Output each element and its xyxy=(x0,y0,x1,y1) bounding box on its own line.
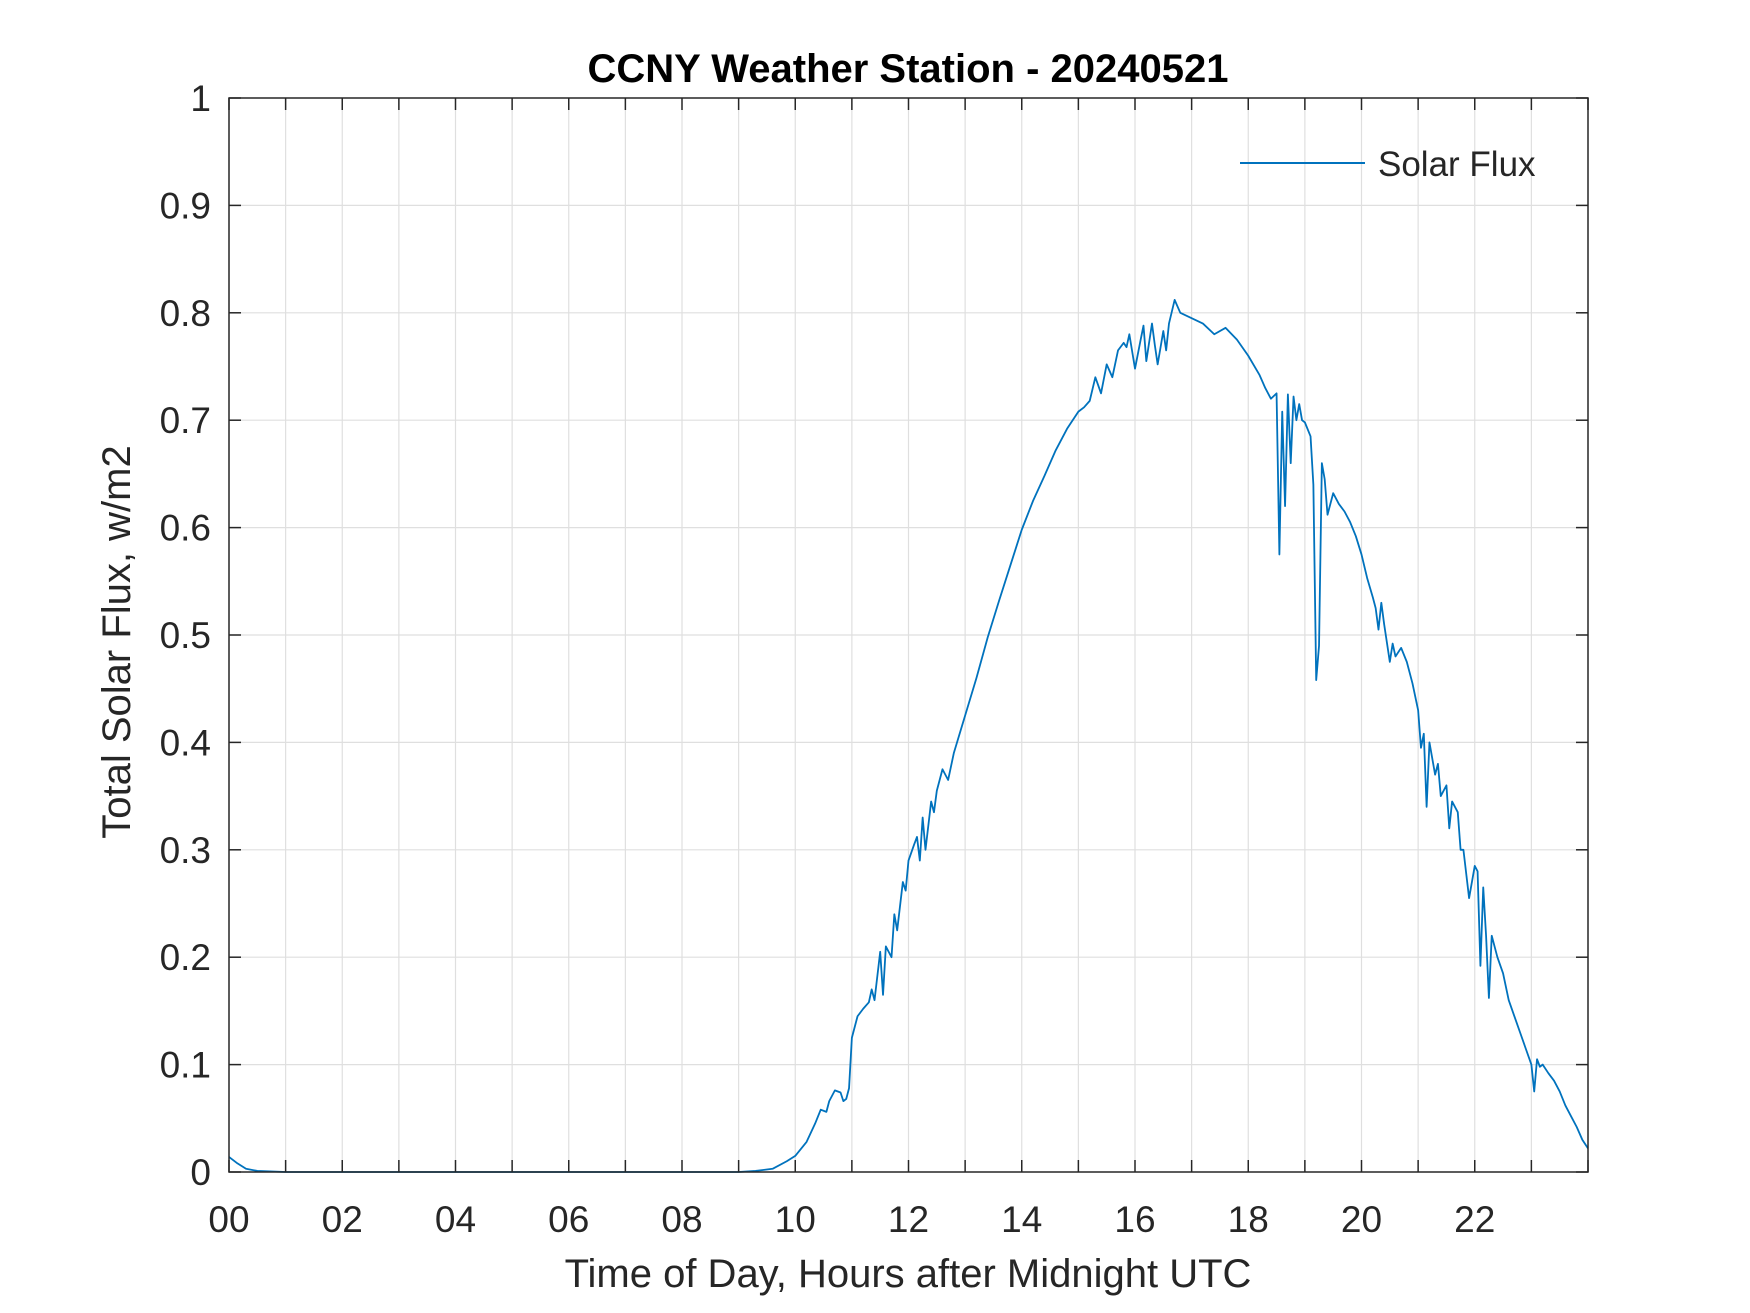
x-tick-label: 22 xyxy=(1454,1199,1495,1240)
y-tick-label: 0 xyxy=(190,1152,211,1193)
legend-label-solar-flux: Solar Flux xyxy=(1378,145,1536,184)
x-tick-label: 14 xyxy=(1001,1199,1042,1240)
x-axis-label: Time of Day, Hours after Midnight UTC xyxy=(565,1252,1252,1296)
x-tick-label: 12 xyxy=(888,1199,929,1240)
legend: Solar Flux xyxy=(1240,145,1536,184)
y-tick-label: 1 xyxy=(190,78,211,119)
y-tick-label: 0.4 xyxy=(160,722,211,763)
series-layer xyxy=(228,299,1589,1173)
tick-marks xyxy=(228,97,1589,1173)
x-tick-label: 08 xyxy=(661,1199,702,1240)
y-tick-label: 0.8 xyxy=(160,293,211,334)
x-tick-label: 16 xyxy=(1114,1199,1155,1240)
x-tick-label: 06 xyxy=(548,1199,589,1240)
x-tick-label: 18 xyxy=(1228,1199,1269,1240)
y-tick-label: 0.6 xyxy=(160,508,211,549)
x-tick-label: 20 xyxy=(1341,1199,1382,1240)
y-axis-label: Total Solar Flux, w/m2 xyxy=(95,445,139,838)
y-tick-label: 0.5 xyxy=(160,615,211,656)
x-tick-label: 02 xyxy=(322,1199,363,1240)
gridlines xyxy=(229,98,1588,1172)
series-line-solar-flux xyxy=(228,299,1589,1173)
y-tick-label: 0.7 xyxy=(160,400,211,441)
chart-title: CCNY Weather Station - 20240521 xyxy=(588,47,1229,91)
y-tick-label: 0.3 xyxy=(160,830,211,871)
x-tick-label: 00 xyxy=(208,1199,249,1240)
y-tick-label: 0.9 xyxy=(160,185,211,226)
x-tick-label: 04 xyxy=(435,1199,476,1240)
y-tick-labels: 0 0.1 0.2 0.3 0.4 0.5 0.6 0.7 0.8 0.9 1 xyxy=(160,78,211,1193)
y-tick-label: 0.1 xyxy=(160,1045,211,1086)
x-tick-labels: 00 02 04 06 08 10 12 14 16 18 20 22 xyxy=(208,1199,1495,1240)
x-tick-label: 10 xyxy=(775,1199,816,1240)
y-tick-label: 0.2 xyxy=(160,937,211,978)
